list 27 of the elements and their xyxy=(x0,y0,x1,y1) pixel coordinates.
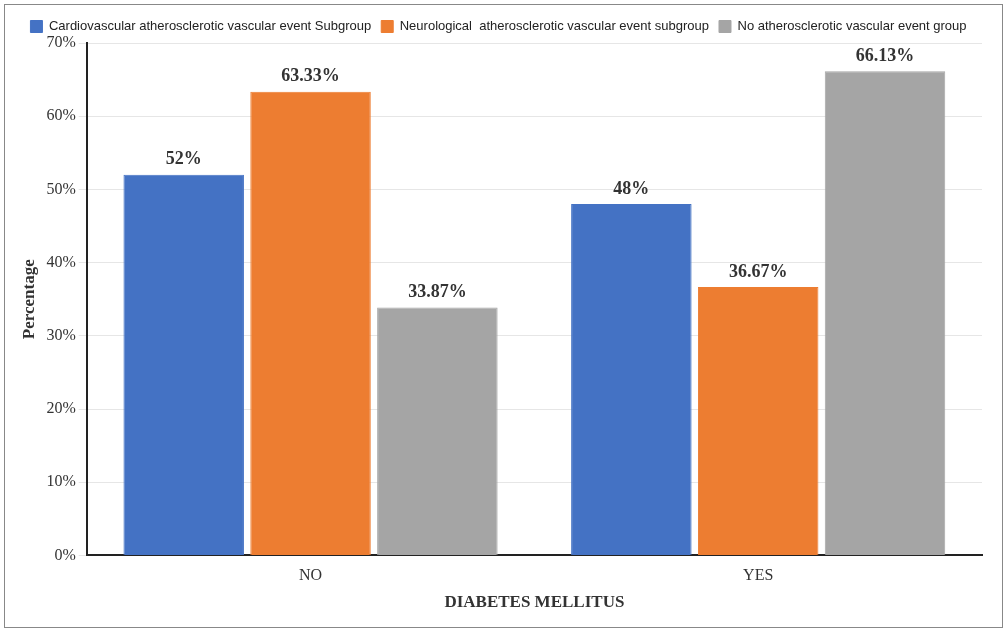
legend-label: Neurological atherosclerotic vascular event subgroup xyxy=(399,18,709,34)
y-tick-label: 60% xyxy=(46,106,76,124)
legend-label: No atherosclerotic vascular event group xyxy=(737,18,967,34)
data-label: 63.33% xyxy=(281,65,340,86)
y-tick-label: 40% xyxy=(46,252,76,270)
data-label: 36.67% xyxy=(728,260,788,281)
bar xyxy=(250,91,371,555)
y-tick-label: 10% xyxy=(46,472,76,490)
bar xyxy=(697,286,819,555)
y-tick-label: 50% xyxy=(46,179,76,197)
data-label: 48% xyxy=(613,177,650,198)
x-tick-label: NO xyxy=(298,566,323,584)
data-label: 33.87% xyxy=(408,281,467,302)
x-tick-label: YES xyxy=(743,566,774,584)
bar xyxy=(824,71,946,555)
data-label: 52% xyxy=(165,148,202,169)
y-tick-label: 20% xyxy=(46,399,76,417)
y-tick-label: 0% xyxy=(54,545,76,563)
bar xyxy=(571,204,692,555)
data-label: 66.13% xyxy=(855,44,915,65)
y-axis-title: Percentage xyxy=(18,258,38,340)
bar xyxy=(377,307,498,555)
x-axis-title: DIABETES MELLITUS xyxy=(444,592,625,612)
y-tick-label: 70% xyxy=(46,33,76,51)
y-tick-label: 30% xyxy=(46,326,76,343)
bar xyxy=(123,174,244,555)
legend-label: Cardiovascular atherosclerotic vascular event Subgroup xyxy=(48,18,372,34)
